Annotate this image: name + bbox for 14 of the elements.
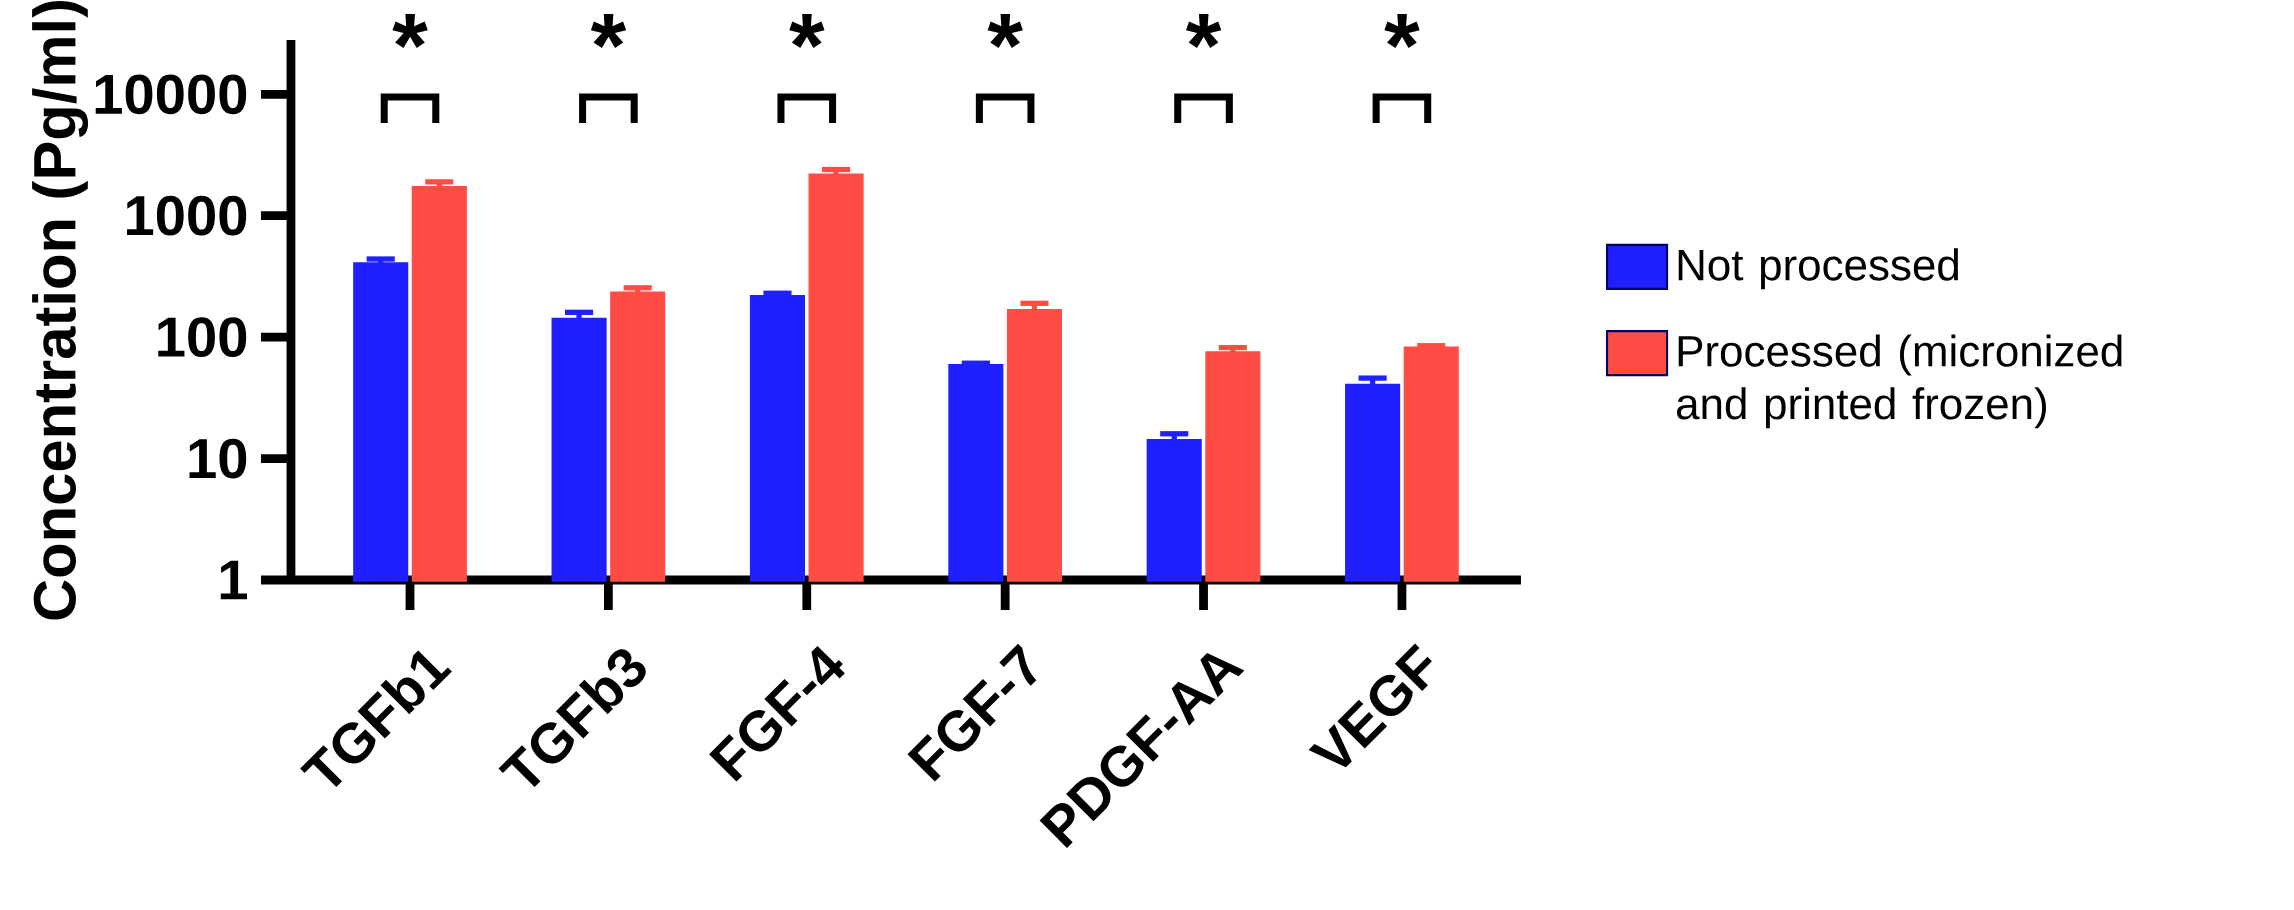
y-tick-label: 1: [220, 560, 247, 600]
annotation: *: [1186, 13, 1222, 48]
legend-label: Not processed: [1678, 248, 1958, 290]
legend-label: Processed (micronized and printed frozen): [1677, 334, 2122, 429]
annotation: *: [987, 13, 1023, 48]
y-tick-label: 10: [189, 438, 247, 479]
annotation: *: [1384, 13, 1420, 48]
annotation: *: [392, 13, 428, 48]
y-tick-label: 10000: [95, 74, 247, 115]
y-tick-label: 100: [158, 317, 247, 358]
y-tick-label: 1000: [126, 195, 247, 236]
annotation: *: [789, 13, 825, 48]
y-axis-title: Concentration (Pg/ml): [32, 0, 89, 620]
annotation: *: [590, 13, 627, 48]
